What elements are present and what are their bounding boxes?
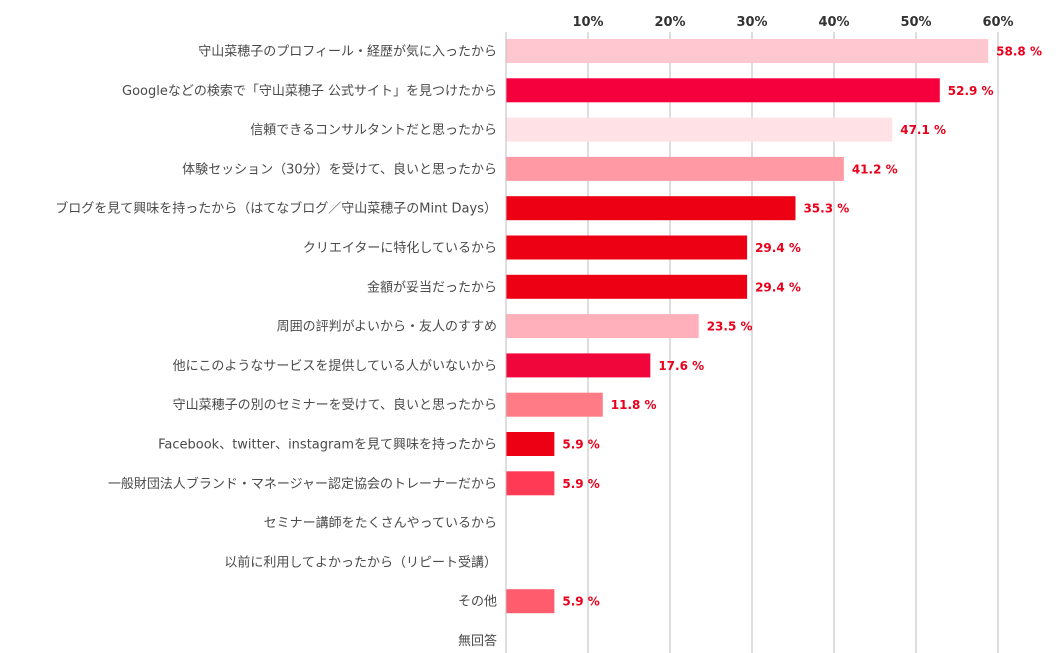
category-label: 無回答 [458,633,497,649]
category-label: セミナー講師をたくさんやっているから [264,515,497,531]
data-label: 52.9 % [948,84,994,98]
category-label: その他 [458,595,497,610]
category-label: 信頼できるコンサルタントだと思ったから [250,123,497,138]
category-label: ブログを見て興味を持ったから（はてなブログ／守山菜穂子のMint Days） [55,201,497,217]
x-tick-label: 60% [982,15,1013,30]
data-label: 58.8 % [996,45,1042,59]
category-label: 体験セッション（30分）を受けて、良いと思ったから [182,161,497,177]
bar [506,156,844,181]
data-label: 17.6 % [658,359,704,373]
data-label: 29.4 % [755,241,801,255]
x-tick-label: 30% [736,15,767,30]
bar [506,117,893,142]
category-label: 一般財団法人ブランド・マネージャー認定協会のトレーナーだから [108,476,497,492]
category-label: Googleなどの検索で「守山菜穂子 公式サイト」を見つけたから [122,84,497,99]
bar [506,196,796,221]
bar [506,353,651,378]
bar [506,432,555,456]
category-label: 守山菜穂子のプロフィール・経歴が気に入ったから [198,44,497,60]
data-label: 35.3 % [803,202,849,216]
category-label: 守山菜穂子の別のセミナーを受けて、良いと思ったから [173,397,497,413]
bar [506,274,748,299]
data-label: 47.1 % [900,123,946,137]
data-label: 41.2 % [852,162,898,176]
data-label: 5.9 % [562,477,599,491]
bar [506,392,603,417]
category-label: クリエイターに特化しているから [303,241,497,256]
x-tick-label: 40% [818,15,849,30]
category-label: 他にこのようなサービスを提供している人がいないから [173,358,497,374]
x-tick-label: 50% [900,15,931,30]
x-tick-label: 20% [654,15,685,30]
category-label: 周囲の評判がよいから・友人のすすめ [277,319,497,335]
data-label: 11.8 % [611,398,657,412]
bar [506,78,940,103]
category-label: 金額が妥当だったから [367,279,497,295]
bar [506,471,555,496]
data-label: 5.9 % [562,595,599,609]
data-label: 23.5 % [707,320,753,334]
data-label: 5.9 % [562,438,599,452]
bar [506,589,555,614]
bar [506,39,989,63]
data-label: 29.4 % [755,280,801,294]
category-label: 以前に利用してよかったから（リピート受講） [224,554,497,570]
category-label: Facebook、twitter、instagramを見て興味を持ったから [158,438,497,453]
x-tick-label: 10% [572,15,603,30]
bar [506,314,699,339]
bar [506,235,748,260]
